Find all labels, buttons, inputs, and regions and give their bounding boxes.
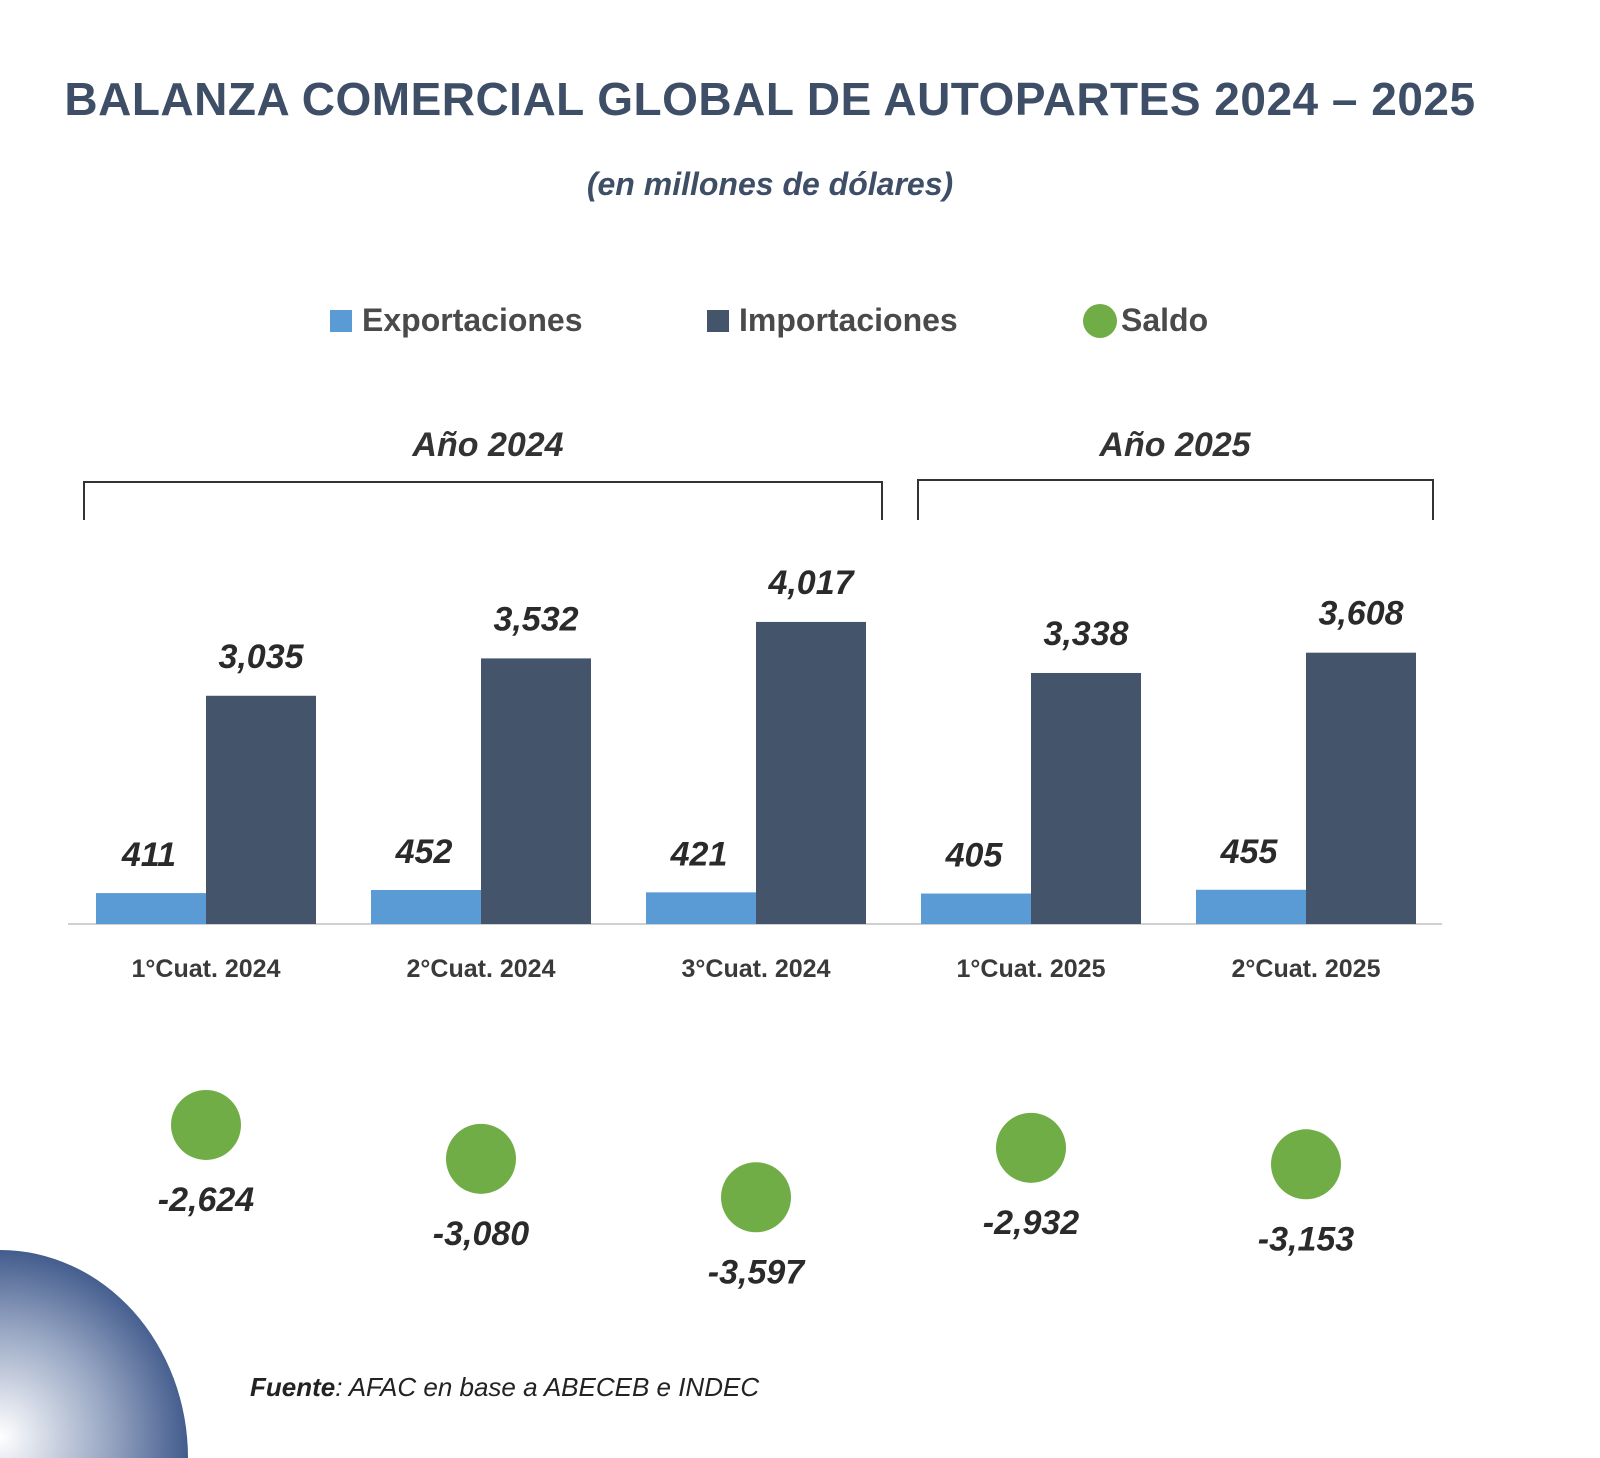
saldo-point [1271,1129,1341,1200]
x-tick-label: 1°Cuat. 2024 [132,955,281,983]
saldo-point [996,1112,1066,1183]
bar-importaciones [206,695,316,924]
bar-exportaciones [921,893,1031,924]
saldo-point [721,1162,791,1233]
chart-title: BALANZA COMERCIAL GLOBAL DE AUTOPARTES 2… [64,73,1476,125]
legend: Exportaciones Importaciones Saldo [0,302,1300,346]
data-label-importaciones: 3,608 [1318,595,1403,633]
x-tick-label: 1°Cuat. 2025 [957,955,1106,983]
data-label-importaciones: 3,035 [218,638,304,676]
data-label-saldo: -2,932 [983,1204,1079,1242]
saldo-point [171,1089,241,1160]
data-label-saldo: -3,597 [708,1253,806,1291]
data-label-saldo: -3,080 [433,1215,529,1253]
legend-label: Importaciones [739,302,958,338]
legend-swatch [1083,303,1117,338]
data-label-saldo: -3,153 [1258,1220,1354,1258]
chart-subtitle: (en millones de dólares) [586,166,954,202]
group-bracket-2025 [917,479,1434,520]
data-label-importaciones: 3,532 [493,600,578,638]
bar-exportaciones [646,892,756,924]
data-label-exportaciones: 421 [670,835,728,873]
data-label-exportaciones: 405 [945,837,1004,875]
data-label-importaciones: 3,338 [1043,615,1128,653]
saldo-point [446,1123,516,1194]
data-label-exportaciones: 452 [395,833,453,871]
bar-importaciones [756,621,866,924]
legend-label: Exportaciones [362,302,583,338]
source-label: Fuente [250,1372,336,1402]
source-note: Fuente: AFAC en base a ABECEB e INDEC [250,1372,759,1403]
legend-swatch [707,309,729,332]
legend-swatch [330,309,352,332]
bar-importaciones [481,658,591,924]
data-label-exportaciones: 455 [1220,833,1279,871]
group-label-2024: Año 2024 [412,426,564,464]
data-label-exportaciones: 411 [121,836,176,874]
x-tick-label: 2°Cuat. 2024 [407,955,556,983]
legend-exportaciones: Exportaciones [330,302,583,339]
source-text: : AFAC en base a ABECEB e INDEC [335,1372,760,1402]
legend-importaciones: Importaciones [707,302,958,339]
data-label-saldo: -2,624 [158,1181,254,1219]
bar-exportaciones [371,890,481,924]
x-tick-label: 3°Cuat. 2024 [682,955,831,983]
group-label-2025: Año 2025 [1099,426,1251,464]
x-tick-label: 2°Cuat. 2025 [1232,955,1381,983]
data-label-importaciones: 4,017 [767,564,855,602]
legend-saldo: Saldo [1083,302,1208,339]
bar-exportaciones [1196,889,1306,924]
bar-importaciones [1306,652,1416,924]
group-bracket-2024 [83,481,883,520]
legend-label: Saldo [1121,302,1209,338]
bar-importaciones [1031,672,1141,924]
chart-area: 411 3,035 1°Cuat. 2024 -2,624 452 3,532 2°Cuat… [68,479,1442,1291]
bar-exportaciones [96,893,206,924]
